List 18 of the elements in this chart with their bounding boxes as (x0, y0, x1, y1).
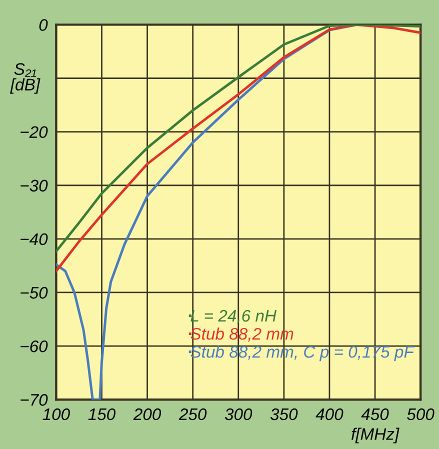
y-tick-label: 0 (39, 19, 48, 31)
x-tick-label: 250 (178, 408, 207, 420)
x-tick-label: 100 (42, 408, 70, 420)
y-axis-title: S₂₁ [dB] (10, 63, 40, 94)
y-tick-label: −50 (20, 286, 48, 299)
x-tick-label: 300 (224, 408, 252, 420)
y-tick-label: −60 (20, 340, 48, 352)
y-tick-label: −70 (20, 394, 48, 406)
y-tick-label: −40 (20, 233, 48, 246)
x-tick-label: 400 (316, 408, 344, 420)
x-tick-label: 350 (270, 408, 298, 420)
x-tick-label: 150 (88, 408, 116, 420)
x-tick-label: 500 (407, 408, 434, 420)
x-tick-label: 200 (133, 408, 162, 420)
x-tick-label: 450 (361, 408, 389, 420)
x-axis-title: f[MHz] (352, 428, 400, 444)
y-tick-label: −30 (20, 180, 48, 192)
y-tick-label: −20 (20, 126, 48, 138)
